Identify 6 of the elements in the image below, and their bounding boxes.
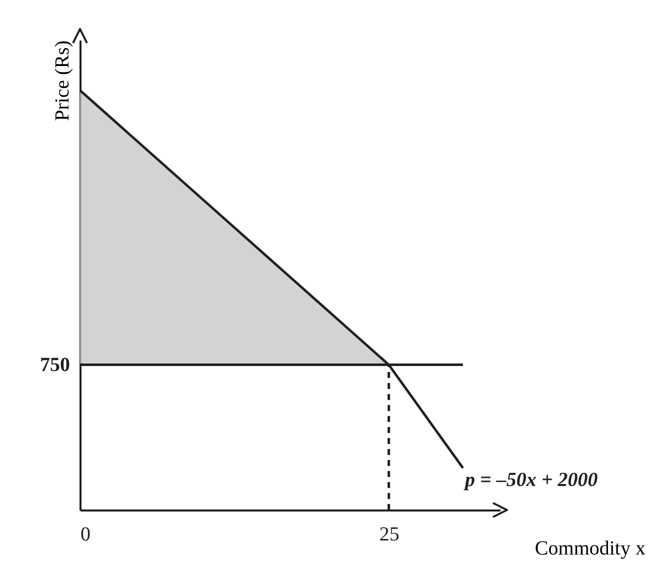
x-tick-label: 0 — [80, 524, 90, 546]
annotation: 750 — [40, 354, 70, 376]
y-axis-title: Price (Rs) — [52, 40, 74, 122]
annotation: p = –50x + 2000 — [462, 469, 598, 492]
x-axis-title: Commodity x — [534, 538, 646, 560]
x-tick-label: 25 — [379, 524, 400, 546]
